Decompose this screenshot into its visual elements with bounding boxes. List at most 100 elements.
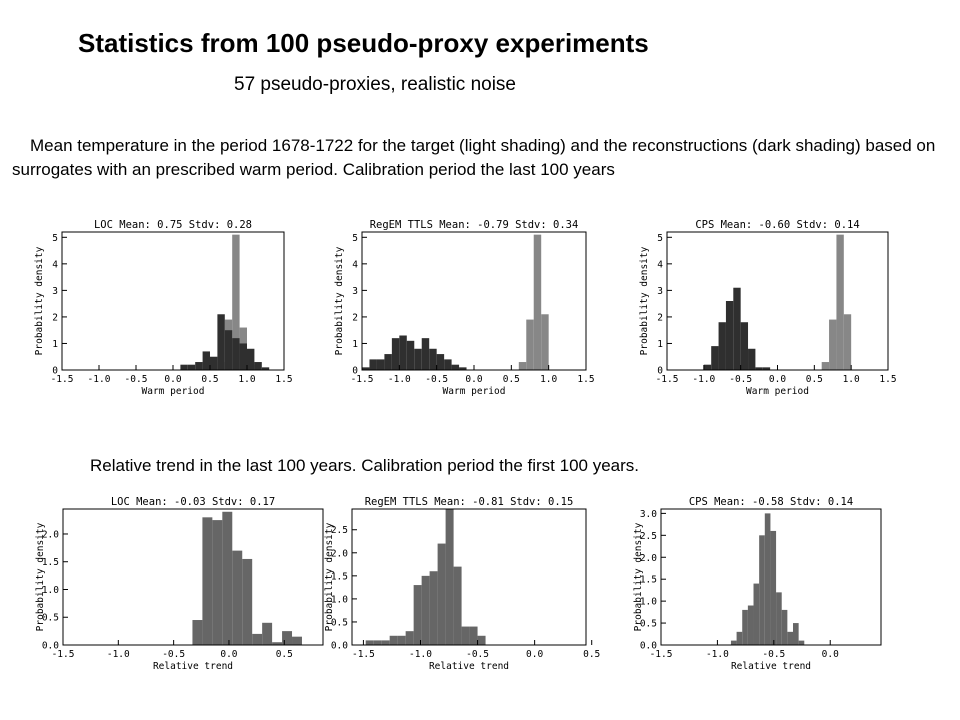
x-axis-label: Warm period bbox=[746, 386, 809, 397]
histogram-bar bbox=[373, 640, 382, 645]
histogram-bar bbox=[232, 338, 240, 370]
y-tick-label: 5 bbox=[657, 233, 663, 244]
x-tick-label: 0.0 bbox=[465, 374, 482, 385]
y-axis-label: Probability density bbox=[639, 246, 650, 355]
histogram-bar bbox=[261, 367, 270, 370]
y-tick-label: 4 bbox=[657, 259, 663, 270]
histogram-bar bbox=[217, 314, 225, 370]
y-tick-label: 1 bbox=[352, 339, 358, 350]
panel-title: RegEM TTLS Mean: -0.79 Stdv: 0.34 bbox=[370, 219, 579, 231]
plot-frame bbox=[62, 508, 324, 646]
y-tick-label: 1 bbox=[52, 339, 58, 350]
histogram-bar bbox=[222, 511, 233, 645]
y-tick-label: 2.0 bbox=[331, 548, 348, 559]
histogram-bar bbox=[703, 364, 712, 370]
histogram-panel: -1.5 -1.0 -0.5 0.0 0.5 1.0 1.5 0 1 2 3 4 5 CPS Mean: … bbox=[639, 219, 897, 397]
panel-title: CPS Mean: -0.58 Stdv: 0.14 bbox=[689, 496, 853, 508]
x-tick-label: -1.5 bbox=[351, 374, 374, 385]
histogram-bar bbox=[210, 356, 218, 370]
histogram-bar bbox=[242, 558, 253, 645]
x-tick-label: -0.5 bbox=[162, 649, 185, 660]
x-tick-label: -0.5 bbox=[425, 374, 448, 385]
histogram-bar bbox=[247, 348, 255, 370]
x-tick-label: 1.0 bbox=[540, 374, 557, 385]
histogram-bar bbox=[397, 635, 406, 645]
y-tick-label: 2 bbox=[52, 312, 58, 323]
histogram-bar bbox=[421, 575, 430, 645]
histogram-bar bbox=[365, 640, 374, 645]
panel-title: RegEM TTLS Mean: -0.81 Stdv: 0.15 bbox=[365, 496, 574, 508]
x-tick-label: 0.5 bbox=[583, 649, 600, 660]
histogram-panel: -1.5 -1.0 -0.5 0.0 0.5 1.0 1.5 0 1 2 3 4 5 RegEM TTLS… bbox=[334, 219, 595, 397]
histogram-bar bbox=[252, 633, 263, 645]
histogram-bar bbox=[821, 362, 830, 370]
histogram-bar bbox=[202, 351, 210, 370]
histogram-bar bbox=[764, 513, 771, 645]
x-tick-label: 1.0 bbox=[238, 374, 255, 385]
x-tick-label: 1.5 bbox=[577, 374, 594, 385]
histogram-bar bbox=[436, 354, 445, 370]
x-tick-label: 0.5 bbox=[806, 374, 823, 385]
x-axis-label: Warm period bbox=[443, 386, 506, 397]
histogram-bar bbox=[843, 314, 852, 370]
y-tick-label: 2.5 bbox=[640, 531, 657, 542]
x-tick-label: 0.0 bbox=[164, 374, 181, 385]
histogram-bar bbox=[389, 635, 398, 645]
histogram-bar bbox=[399, 335, 407, 370]
y-tick-label: 2.5 bbox=[331, 525, 348, 536]
y-tick-label: 0.0 bbox=[331, 641, 348, 652]
histogram-bar bbox=[362, 367, 370, 370]
histogram-bar bbox=[718, 322, 726, 370]
histogram-bar bbox=[736, 631, 743, 645]
histogram-bar bbox=[711, 346, 719, 370]
histogram-bar bbox=[195, 362, 203, 370]
histogram-bar bbox=[406, 340, 415, 370]
caption-bottom: Relative trend in the last 100 years. Ca… bbox=[90, 456, 640, 475]
histogram-bar bbox=[232, 550, 243, 645]
x-tick-label: -1.0 bbox=[388, 374, 411, 385]
histogram-bar bbox=[282, 631, 293, 645]
x-tick-label: -0.5 bbox=[466, 649, 489, 660]
histogram-bar bbox=[526, 319, 534, 370]
histogram-bar bbox=[444, 359, 452, 370]
histogram-bar bbox=[469, 626, 478, 645]
histogram-bar bbox=[733, 287, 741, 370]
histogram-bar bbox=[541, 314, 549, 370]
y-tick-label: 1.5 bbox=[331, 571, 348, 582]
y-tick-label: 2.0 bbox=[640, 553, 657, 564]
x-tick-label: 0.0 bbox=[769, 374, 786, 385]
histogram-bar bbox=[759, 535, 765, 645]
x-tick-label: -0.5 bbox=[762, 649, 785, 660]
histogram-panel: -1.5 -1.0 -0.5 0.0 0.5 0.0 0.5 1.0 1.5 2.0 LOC Mea… bbox=[35, 496, 324, 672]
histogram-bar bbox=[747, 605, 754, 645]
plot-frame bbox=[351, 508, 587, 646]
y-tick-label: 3 bbox=[52, 286, 58, 297]
histogram-bar bbox=[212, 520, 223, 645]
y-tick-label: 3.0 bbox=[640, 509, 657, 520]
histogram-bar bbox=[381, 640, 390, 645]
histogram-bar bbox=[413, 585, 422, 645]
histogram-bar bbox=[445, 509, 454, 645]
panel-title: LOC Mean: 0.75 Stdv: 0.28 bbox=[94, 219, 252, 231]
histogram-bar bbox=[776, 592, 782, 645]
histogram-bar bbox=[793, 623, 799, 645]
x-axis-label: Relative trend bbox=[731, 661, 811, 672]
panel-title: LOC Mean: -0.03 Stdv: 0.17 bbox=[111, 496, 275, 508]
histogram-panel: -1.5 -1.0 -0.5 0.0 0.5 1.0 1.5 0 1 2 3 4 5 LOC Mean: … bbox=[34, 219, 293, 397]
y-tick-label: 1.5 bbox=[42, 557, 59, 568]
y-tick-label: 4 bbox=[352, 259, 358, 270]
histogram-bar bbox=[477, 635, 486, 645]
histogram-bar bbox=[725, 301, 734, 370]
histogram-bar bbox=[459, 367, 467, 370]
x-axis-label: Warm period bbox=[142, 386, 205, 397]
x-tick-label: 1.5 bbox=[275, 374, 292, 385]
histogram-bar bbox=[437, 543, 446, 645]
histogram-bar bbox=[376, 359, 385, 370]
histogram-bar bbox=[369, 359, 377, 370]
y-tick-label: 0.0 bbox=[42, 641, 59, 652]
histogram-bar bbox=[429, 571, 438, 645]
x-tick-label: -0.5 bbox=[125, 374, 148, 385]
y-tick-label: 3 bbox=[352, 286, 358, 297]
histogram-panel: -1.5 -1.0 -0.5 0.0 0.0 0.5 1.0 1.5 2.0 2.5 3.0 CPS … bbox=[633, 496, 882, 672]
histogram-bar bbox=[740, 322, 749, 370]
